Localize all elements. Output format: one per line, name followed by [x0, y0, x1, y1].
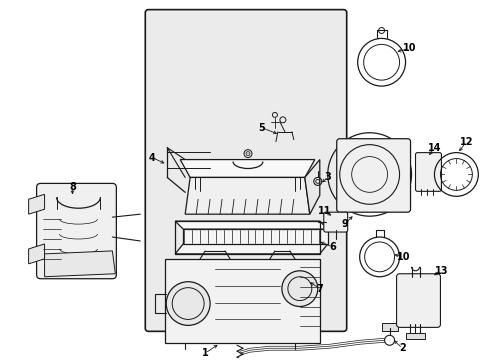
Text: 10: 10 — [402, 43, 415, 53]
Polygon shape — [183, 229, 327, 244]
Text: 3: 3 — [324, 172, 330, 183]
Polygon shape — [175, 221, 327, 229]
Text: 4: 4 — [148, 153, 155, 163]
FancyBboxPatch shape — [336, 139, 410, 212]
Bar — [381, 323, 397, 331]
Text: 12: 12 — [459, 137, 472, 147]
Text: 9: 9 — [341, 219, 347, 229]
Text: 14: 14 — [427, 143, 440, 153]
Text: 5: 5 — [258, 123, 265, 133]
Polygon shape — [175, 244, 327, 254]
Text: 6: 6 — [329, 242, 335, 252]
FancyBboxPatch shape — [415, 153, 441, 192]
Bar — [405, 333, 425, 339]
Bar — [165, 259, 319, 343]
Circle shape — [244, 150, 251, 158]
FancyBboxPatch shape — [323, 212, 347, 232]
Polygon shape — [29, 244, 44, 264]
Polygon shape — [180, 159, 314, 177]
Circle shape — [281, 271, 317, 306]
Polygon shape — [29, 194, 44, 214]
Text: 7: 7 — [316, 284, 323, 294]
Text: 11: 11 — [317, 206, 331, 216]
Text: 10: 10 — [396, 252, 409, 262]
Text: 13: 13 — [434, 266, 447, 276]
FancyBboxPatch shape — [396, 274, 440, 327]
FancyBboxPatch shape — [145, 10, 346, 331]
Text: 2: 2 — [398, 343, 405, 353]
Circle shape — [166, 282, 210, 325]
Text: 1: 1 — [202, 348, 208, 358]
Text: 8: 8 — [69, 183, 76, 192]
FancyBboxPatch shape — [37, 183, 116, 279]
Polygon shape — [44, 251, 115, 277]
Polygon shape — [304, 159, 319, 214]
Circle shape — [245, 152, 249, 156]
Polygon shape — [185, 177, 309, 214]
